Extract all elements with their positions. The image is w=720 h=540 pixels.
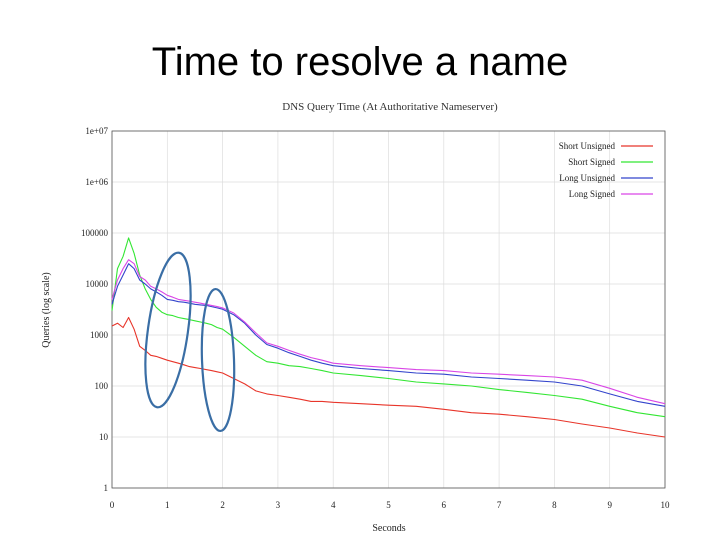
slide-title: Time to resolve a name <box>151 40 569 84</box>
y-tick-label: 1000 <box>90 330 109 340</box>
y-tick-label: 1e+07 <box>85 126 108 136</box>
y-tick-label: 10 <box>99 432 109 442</box>
x-axis-label: Seconds <box>372 523 405 534</box>
x-tick-label: 7 <box>497 500 502 510</box>
annotation-ellipse <box>144 251 192 409</box>
legend-label: Long Signed <box>569 189 616 199</box>
dns-query-time-chart: DNS Query Time (At Authoritative Nameser… <box>41 101 670 534</box>
x-tick-label: 2 <box>220 500 225 510</box>
series-line-long-signed <box>111 259 666 405</box>
y-tick-label: 1e+06 <box>85 177 108 187</box>
legend-label: Short Signed <box>568 157 615 167</box>
x-tick-label: 5 <box>386 500 391 510</box>
legend-label: Long Unsigned <box>559 173 615 183</box>
x-axis-ticks: 0 1 2 3 4 5 6 7 8 9 10 <box>110 500 670 510</box>
x-tick-label: 9 <box>607 500 612 510</box>
series-line-long-unsigned <box>111 263 666 407</box>
grid-lines <box>111 130 666 489</box>
x-tick-label: 1 <box>165 500 170 510</box>
y-tick-label: 10000 <box>86 279 109 289</box>
series-line-short-signed <box>111 237 666 418</box>
y-axis-label: Queries (log scale) <box>41 272 52 348</box>
y-tick-label: 100 <box>95 381 109 391</box>
legend-label: Short Unsigned <box>559 141 616 151</box>
x-tick-label: 4 <box>331 500 336 510</box>
chart-title: DNS Query Time (At Authoritative Nameser… <box>282 101 498 113</box>
series-lines <box>111 237 666 438</box>
y-tick-label: 1 <box>104 483 109 493</box>
x-tick-label: 6 <box>442 500 447 510</box>
legend: Short Unsigned Short Signed Long Unsigned L… <box>559 141 653 199</box>
x-tick-label: 3 <box>276 500 281 510</box>
annotation-ellipse <box>200 287 236 433</box>
y-axis-ticks: 1 10 100 1000 10000 100000 1e+06 1e+07 <box>81 126 109 493</box>
x-tick-label: 0 <box>110 500 115 510</box>
x-tick-label: 10 <box>661 500 671 510</box>
y-tick-label: 100000 <box>81 228 109 238</box>
x-tick-label: 8 <box>552 500 557 510</box>
